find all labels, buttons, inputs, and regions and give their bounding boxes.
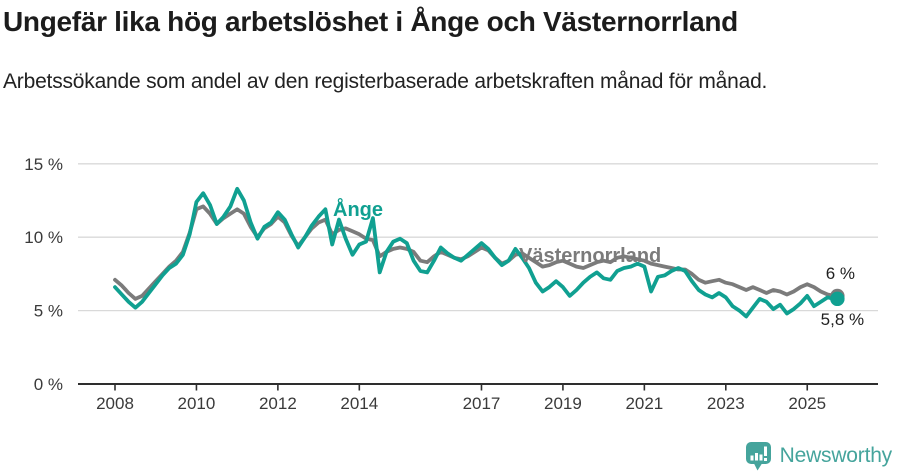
series-line	[113, 204, 837, 301]
y-tick-label: 15 %	[24, 155, 63, 174]
end-value-label: 6 %	[826, 264, 855, 283]
y-tick-label: 10 %	[24, 228, 63, 247]
newsworthy-bubble-chart-icon	[745, 442, 771, 471]
x-tick-label: 2012	[259, 394, 297, 413]
series-end-dot	[830, 291, 845, 307]
newsworthy-brand-text: Newsworthy	[779, 444, 893, 467]
series-name-label: Ånge	[333, 197, 383, 221]
y-tick-label: 5 %	[34, 302, 63, 321]
chart-subtitle: Arbetssökande som andel av den registerb…	[3, 70, 768, 93]
x-tick-label: 2019	[544, 394, 582, 413]
page-title: Ungefär lika hög arbetslöshet i Ånge och…	[3, 6, 738, 37]
x-tick-label: 2008	[96, 394, 134, 413]
x-tick-label: 2021	[625, 394, 663, 413]
x-tick-label: 2010	[178, 394, 216, 413]
x-tick-label: 2017	[463, 394, 501, 413]
newsworthy-logo: Newsworthy	[745, 441, 892, 471]
end-value-label: 5,8 %	[821, 310, 864, 329]
x-tick-label: 2023	[707, 394, 745, 413]
series-line	[113, 186, 837, 319]
series-name-label: Västernorrland	[519, 245, 661, 267]
y-tick-label: 0 %	[34, 375, 63, 394]
x-tick-label: 2014	[340, 394, 378, 413]
x-tick-label: 2025	[788, 394, 826, 413]
